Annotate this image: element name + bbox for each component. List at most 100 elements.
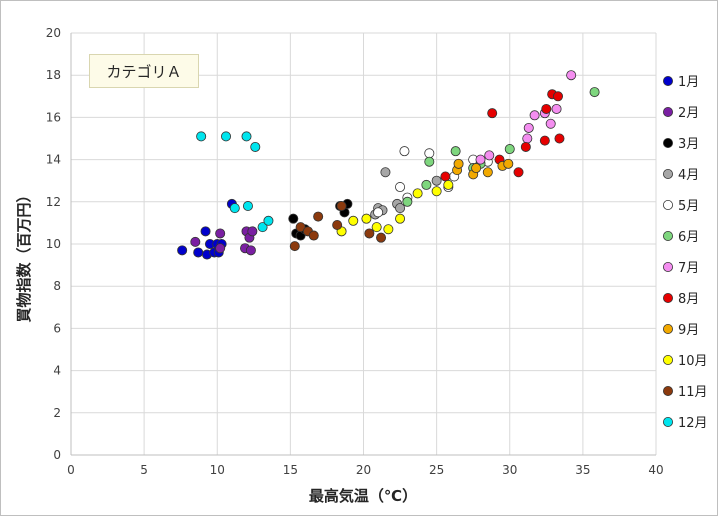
data-point bbox=[453, 158, 464, 169]
data-point bbox=[431, 175, 442, 186]
axes: 0 2 4 6 8 10 12 14 16 18 20 0 5 10 15 20 25 30 35 40 bbox=[46, 26, 664, 477]
data-point bbox=[242, 201, 253, 212]
data-point bbox=[196, 131, 207, 142]
data-point bbox=[487, 108, 498, 119]
data-point bbox=[503, 158, 514, 169]
data-point bbox=[513, 167, 524, 178]
data-point bbox=[361, 213, 372, 224]
data-point bbox=[288, 213, 299, 224]
data-point bbox=[523, 122, 534, 133]
legend-marker bbox=[663, 76, 674, 87]
x-tick-label: 25 bbox=[429, 463, 444, 477]
data-point bbox=[371, 222, 382, 233]
legend-marker bbox=[663, 323, 674, 334]
data-point bbox=[484, 150, 495, 161]
x-tick-label: 30 bbox=[502, 463, 517, 477]
legend-label: 7月 bbox=[678, 261, 699, 276]
legend-marker bbox=[663, 261, 674, 272]
data-point bbox=[395, 213, 406, 224]
data-point bbox=[177, 245, 188, 256]
gridlines bbox=[70, 32, 657, 456]
y-tick-label: 14 bbox=[46, 153, 61, 167]
legend-label: 12月 bbox=[678, 416, 708, 431]
data-point bbox=[551, 103, 562, 114]
data-point bbox=[520, 141, 531, 152]
legend-marker bbox=[663, 354, 674, 365]
data-point bbox=[443, 179, 454, 190]
data-point bbox=[395, 203, 406, 214]
y-tick-label: 20 bbox=[46, 26, 61, 40]
data-point bbox=[336, 201, 347, 212]
legend-marker bbox=[663, 416, 674, 427]
x-tick-label: 10 bbox=[210, 463, 225, 477]
x-axis-title: 最高気温（℃） bbox=[309, 487, 417, 505]
data-point bbox=[431, 186, 442, 197]
legend-label: 4月 bbox=[678, 168, 699, 183]
y-tick-label: 0 bbox=[53, 448, 61, 462]
data-point bbox=[229, 203, 240, 214]
data-point bbox=[529, 110, 540, 121]
data-point bbox=[332, 220, 343, 231]
data-point bbox=[380, 167, 391, 178]
data-point bbox=[450, 146, 461, 157]
legend-marker bbox=[663, 385, 674, 396]
data-point bbox=[257, 222, 268, 233]
data-point bbox=[295, 222, 306, 233]
data-point bbox=[412, 188, 423, 199]
legend-marker bbox=[663, 230, 674, 241]
data-point bbox=[566, 70, 577, 81]
legend-marker bbox=[663, 107, 674, 118]
legend-marker bbox=[663, 292, 674, 303]
x-tick-label: 35 bbox=[575, 463, 590, 477]
data-point bbox=[522, 133, 533, 144]
x-tick-label: 40 bbox=[648, 463, 663, 477]
legend-label: 1月 bbox=[678, 75, 699, 90]
data-point bbox=[241, 131, 252, 142]
data-point bbox=[424, 148, 435, 159]
x-tick-label: 0 bbox=[67, 463, 75, 477]
x-tick-label: 20 bbox=[356, 463, 371, 477]
data-point bbox=[383, 224, 394, 235]
y-axis-title: 買物指数（百万円） bbox=[15, 187, 33, 322]
data-point bbox=[193, 247, 204, 258]
data-point bbox=[553, 91, 564, 102]
data-point bbox=[247, 226, 258, 237]
data-point bbox=[395, 182, 406, 193]
y-tick-label: 8 bbox=[53, 279, 61, 293]
legend-label: 10月 bbox=[678, 354, 708, 369]
data-point bbox=[539, 135, 550, 146]
data-point bbox=[424, 156, 435, 167]
data-point bbox=[373, 207, 384, 218]
data-point bbox=[376, 232, 387, 243]
y-tick-label: 16 bbox=[46, 110, 61, 124]
data-point bbox=[554, 133, 565, 144]
category-label: カテゴリＡ bbox=[89, 54, 199, 88]
legend-label: 9月 bbox=[678, 323, 699, 338]
data-points bbox=[177, 70, 600, 260]
x-tick-label: 5 bbox=[140, 463, 148, 477]
data-point bbox=[200, 226, 211, 237]
legend-label: 3月 bbox=[678, 137, 699, 152]
data-point bbox=[545, 118, 556, 129]
y-tick-label: 12 bbox=[46, 195, 61, 209]
data-point bbox=[245, 245, 256, 256]
data-point bbox=[215, 228, 226, 239]
data-point bbox=[348, 215, 359, 226]
y-tick-label: 18 bbox=[46, 68, 61, 82]
data-point bbox=[399, 146, 410, 157]
legend-label: 5月 bbox=[678, 199, 699, 214]
data-point bbox=[364, 228, 375, 239]
data-point bbox=[289, 241, 300, 252]
data-point bbox=[541, 103, 552, 114]
data-point bbox=[221, 131, 232, 142]
legend-marker bbox=[663, 137, 674, 148]
data-point bbox=[215, 243, 226, 254]
legend-marker bbox=[663, 168, 674, 179]
data-point bbox=[440, 171, 451, 182]
data-point bbox=[482, 167, 493, 178]
data-point bbox=[313, 211, 324, 222]
data-point bbox=[471, 163, 482, 174]
legend: 1月 2月 3月 4月 5月 6月 7月 8月 9月 10月 11月 12月 bbox=[663, 75, 708, 431]
data-point bbox=[263, 215, 274, 226]
